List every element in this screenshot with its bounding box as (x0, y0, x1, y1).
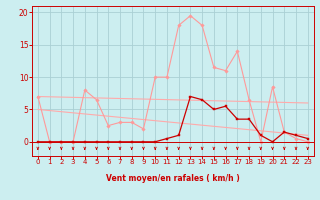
X-axis label: Vent moyen/en rafales ( km/h ): Vent moyen/en rafales ( km/h ) (106, 174, 240, 183)
